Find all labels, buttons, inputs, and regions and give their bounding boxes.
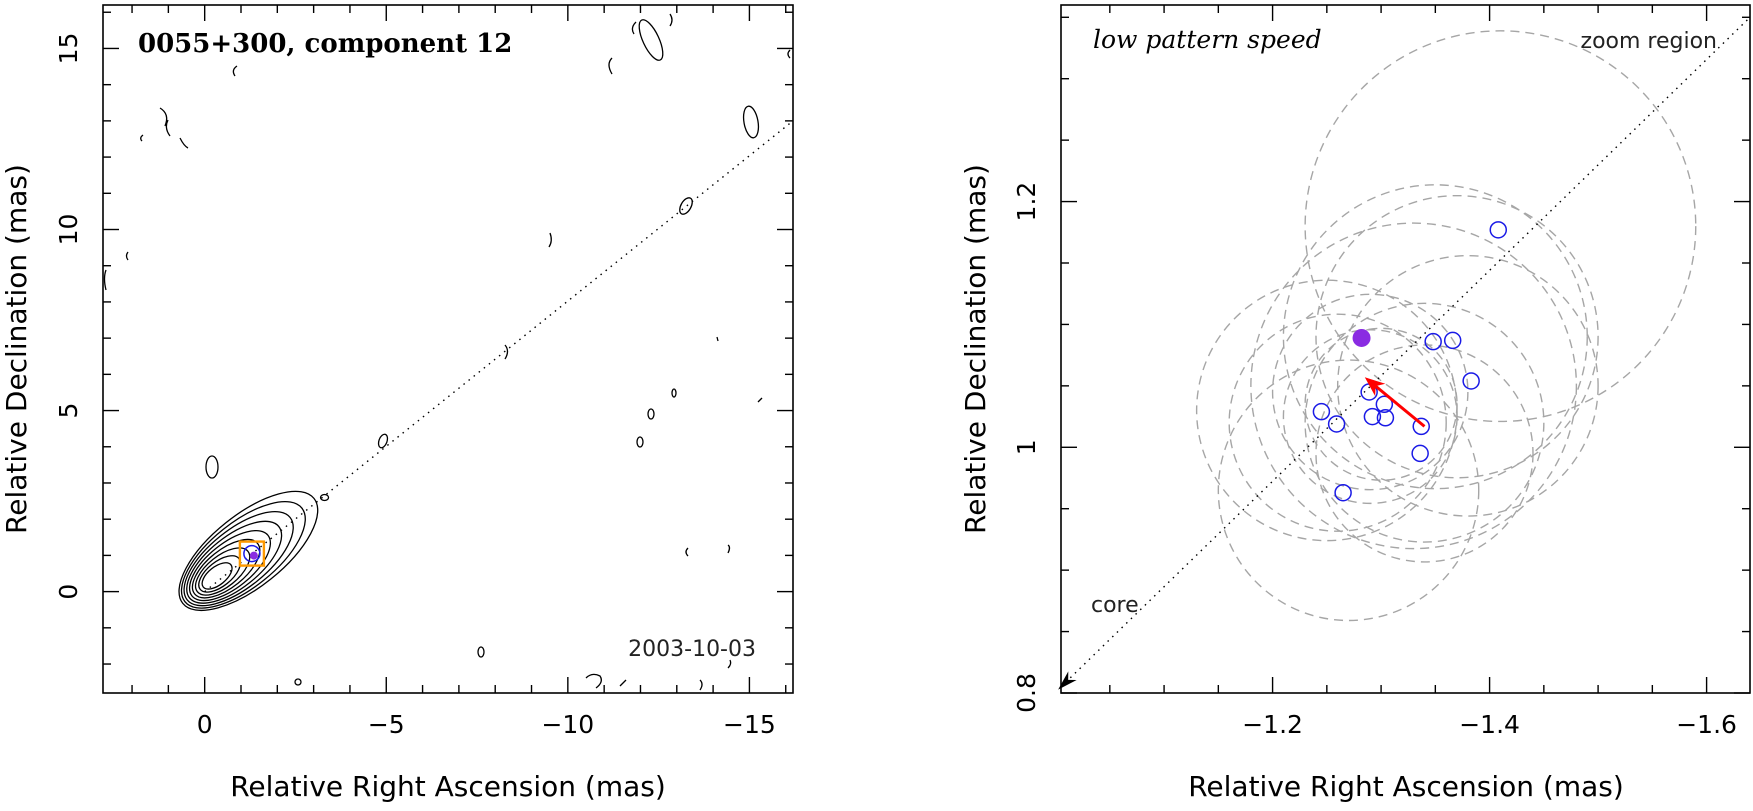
uncertainty-circle: [1315, 344, 1534, 563]
uncertainty-circle: [1282, 329, 1458, 505]
right-xlabel: Relative Right Ascension (mas): [1188, 770, 1624, 803]
component-box: [238, 540, 266, 567]
uncertainty-circle: [1336, 254, 1599, 517]
left-ytick-label: 15: [54, 33, 83, 65]
left-panel-contour-map: 0 −5 −10 −15 0 5 10 15: [0, 4, 794, 803]
left-xlabel: Relative Right Ascension (mas): [230, 770, 666, 803]
component-position-circle: [1443, 331, 1462, 350]
uncertainty-circle: [1228, 313, 1447, 532]
right-ytick-label: 1.2: [1012, 182, 1041, 222]
right-xtick-label: −1.4: [1459, 710, 1520, 739]
right-ytick-label: 1: [1012, 439, 1041, 455]
jet-knot-contour: [319, 493, 330, 502]
jet-contour-level: [178, 490, 319, 612]
component-position-circle: [1327, 415, 1346, 433]
mean-position-dot: [1352, 328, 1371, 347]
left-ticks: [103, 5, 793, 693]
uncertainty-circle: [1304, 302, 1545, 543]
component-circle: [243, 544, 261, 563]
component-marker: [238, 540, 266, 567]
right-tick-labels: −1.2 −1.4 −1.6 0.8 1 1.2: [1012, 182, 1737, 739]
right-jet-axis-line: [1060, 16, 1751, 688]
uncertainty-circles: [1195, 30, 1697, 622]
component-position-circle: [1412, 417, 1430, 436]
left-ytick-label: 10: [54, 214, 83, 246]
epoch-label: 2003-10-03: [628, 637, 756, 662]
uncertainty-circle: [1271, 293, 1469, 491]
uncertainty-circle: [1304, 327, 1458, 481]
zoom-region-label: zoom region: [1581, 29, 1717, 54]
jet-contour-level: [188, 529, 272, 602]
left-xtick-label: −15: [723, 710, 776, 739]
jet-contour-level: [191, 538, 261, 599]
component-position-circle: [1411, 444, 1429, 463]
uncertainty-circle: [1304, 30, 1697, 423]
right-plot-frame: [1060, 4, 1751, 694]
core-label: core: [1091, 593, 1139, 618]
core-arrowhead: [1058, 671, 1077, 690]
uncertainty-circle: [1250, 222, 1578, 550]
motion-arrowhead: [1364, 377, 1386, 397]
component-position-circle: [1334, 483, 1352, 502]
jet-contour-level: [201, 562, 233, 590]
component-position-circle: [1376, 409, 1395, 427]
motion-arrow: [1364, 377, 1426, 428]
right-ylabel: Relative Declination (mas): [959, 164, 992, 534]
left-ytick-label: 0: [54, 584, 83, 600]
component-position-circle: [1424, 332, 1442, 351]
component-position-circle: [1489, 221, 1508, 239]
left-jet-axis-line: [204, 120, 794, 593]
right-xtick-label: −1.6: [1676, 710, 1737, 739]
left-noise-contours: [103, 13, 791, 691]
left-plot-frame: [102, 4, 794, 694]
jet-contour-level: [194, 547, 251, 596]
jet-contour-level: [186, 520, 283, 604]
right-panel-title: low pattern speed: [1093, 25, 1322, 54]
jet-contours: [178, 490, 330, 612]
uncertainty-circle: [1217, 359, 1480, 622]
left-panel-title: 0055+300, component 12: [138, 29, 512, 59]
component-position-circle: [1462, 372, 1480, 390]
left-tick-labels: 0 −5 −10 −15 0 5 10 15: [54, 33, 776, 739]
right-xtick-label: −1.2: [1242, 710, 1303, 739]
uncertainty-circle: [1282, 184, 1588, 490]
motion-arrow-line: [1373, 383, 1426, 428]
component-position-circle: [1375, 395, 1394, 414]
component-positions: [1312, 221, 1508, 502]
component-position-circle: [1312, 402, 1331, 421]
jet-contour-level: [180, 501, 306, 609]
left-xtick-label: −10: [541, 710, 594, 739]
right-ytick-label: 0.8: [1012, 673, 1041, 713]
jet-contour-level: [183, 511, 294, 607]
left-xtick-label: −5: [368, 710, 405, 739]
component-position-circle: [1363, 407, 1382, 426]
left-ytick-label: 5: [54, 403, 83, 419]
right-panel-zoom-region: −1.2 −1.4 −1.6 0.8 1 1.2 low pattern speed zo…: [959, 4, 1751, 803]
component-dot: [249, 551, 258, 560]
right-ticks: [1061, 5, 1750, 694]
left-ylabel: Relative Declination (mas): [0, 164, 33, 534]
uncertainty-circle: [1315, 194, 1599, 479]
left-xtick-label: 0: [197, 710, 213, 739]
